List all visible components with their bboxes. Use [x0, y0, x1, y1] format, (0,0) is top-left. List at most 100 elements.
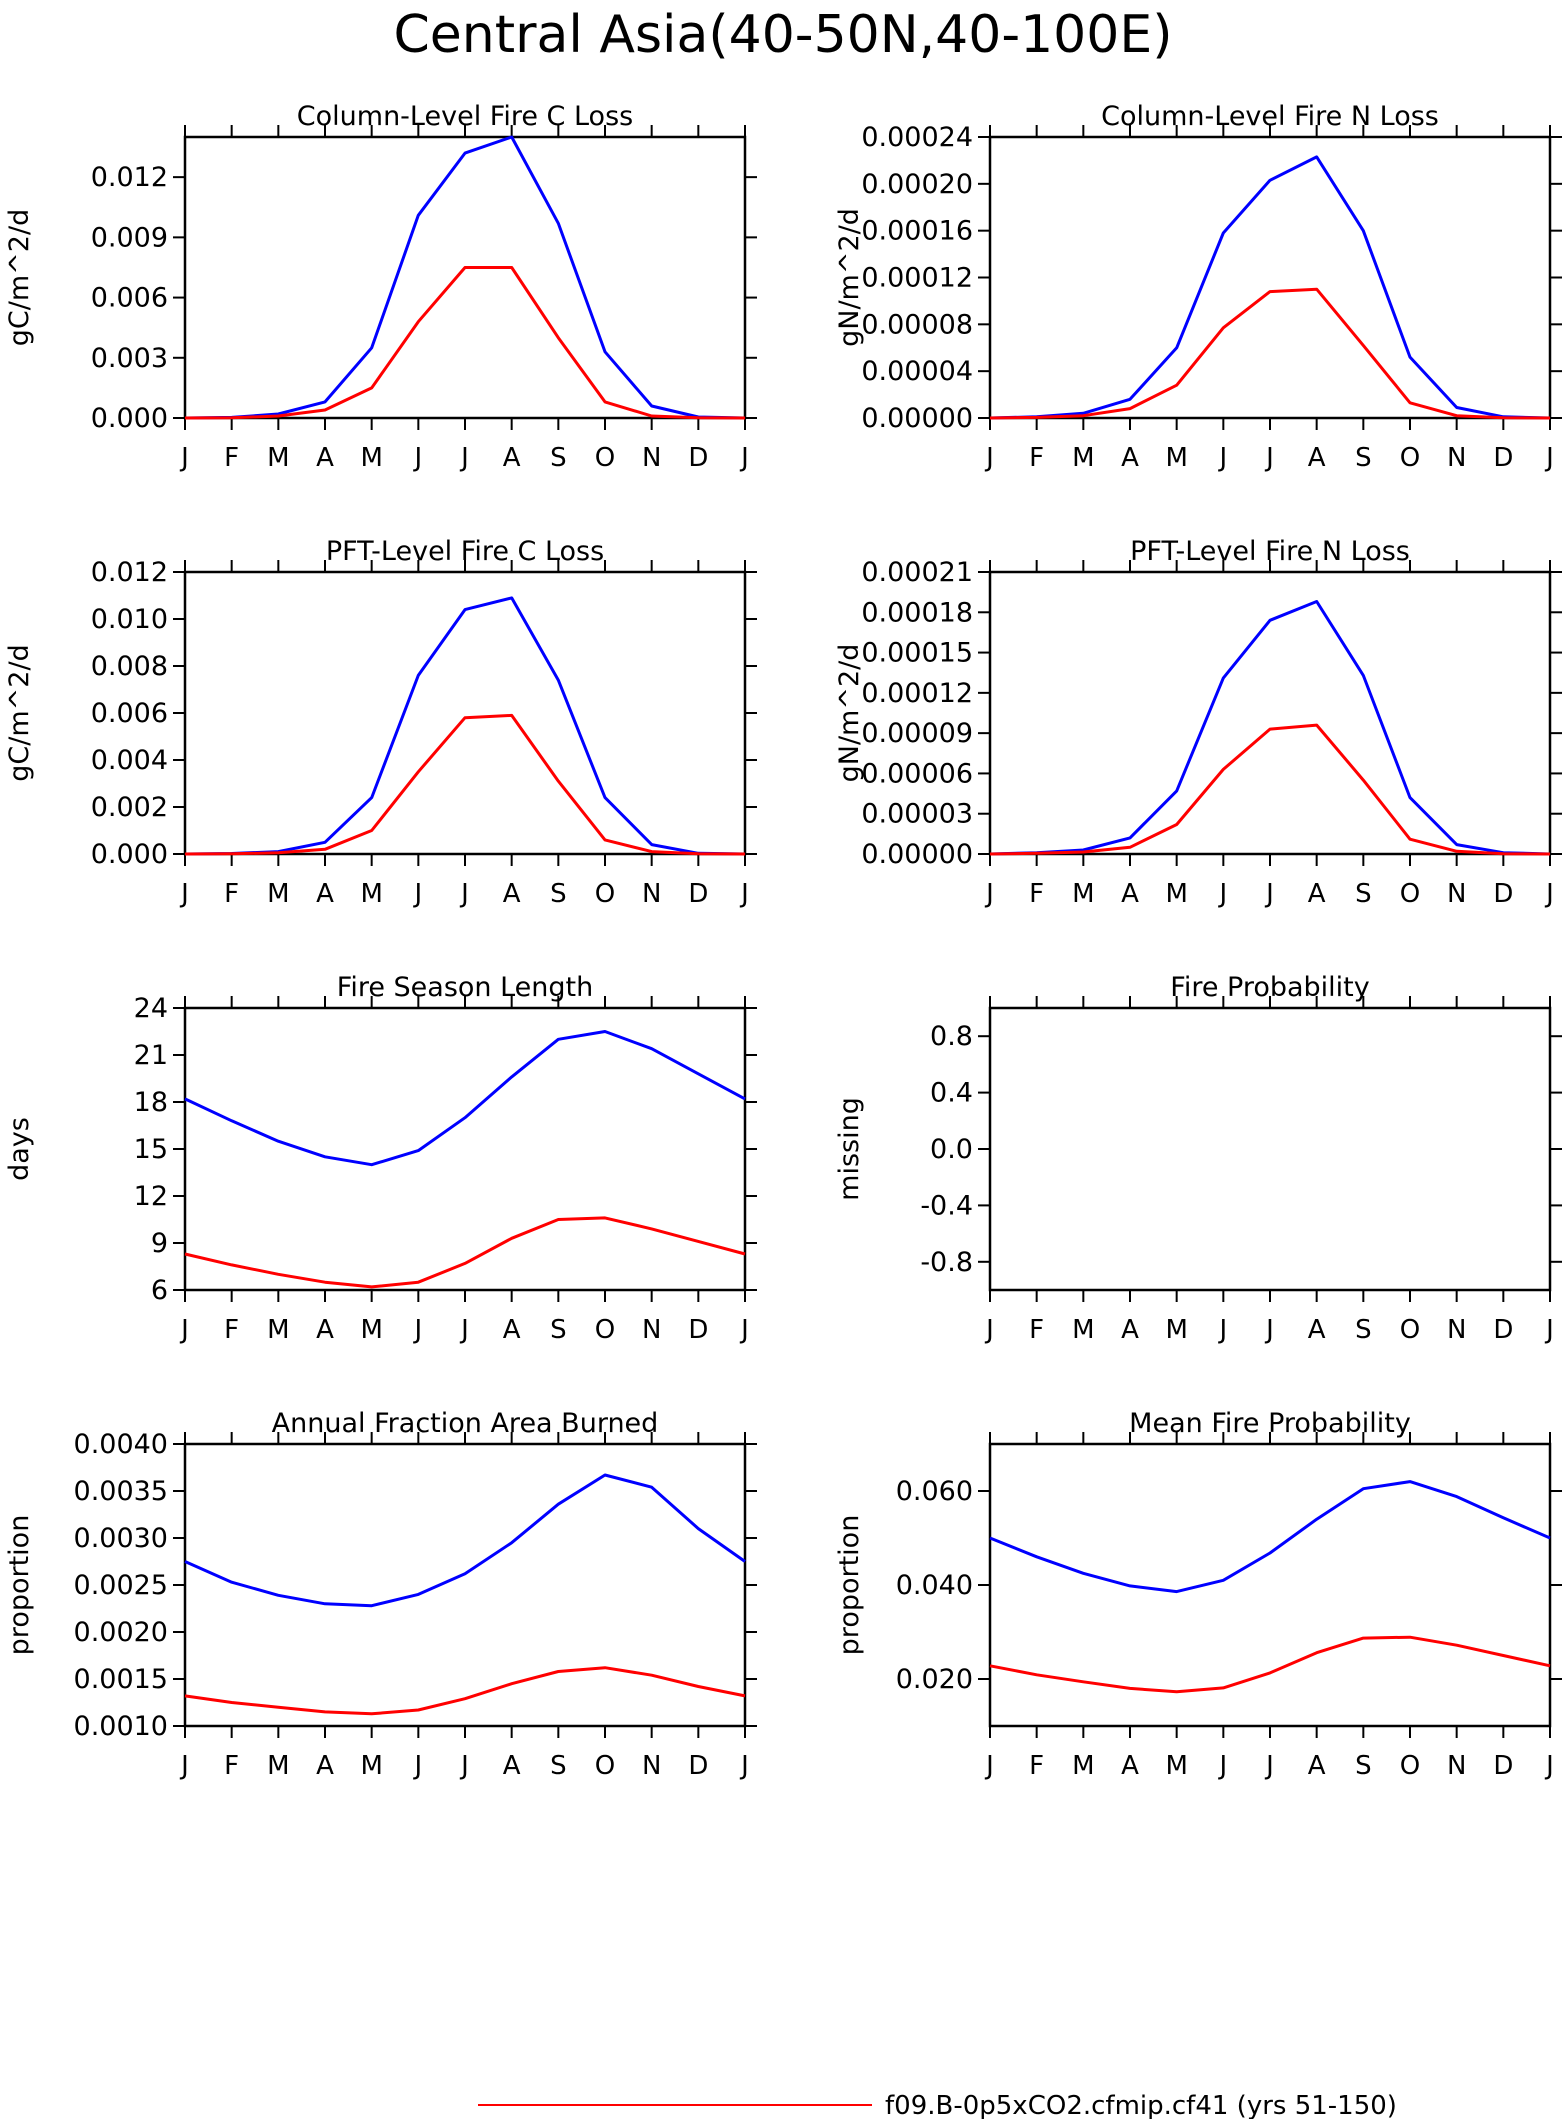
x-tick-label: J — [412, 1751, 422, 1781]
x-tick-label: N — [642, 1751, 661, 1781]
x-tick-label: S — [1355, 1315, 1372, 1345]
x-tick-label: J — [984, 879, 994, 909]
x-tick-label: N — [642, 443, 661, 473]
x-tick-label: F — [1029, 443, 1044, 473]
y-axis-label: missing — [834, 1097, 865, 1201]
x-tick-label: M — [1165, 443, 1187, 473]
x-tick-label: S — [1355, 443, 1372, 473]
y-axis-label: gN/m^2/d — [834, 644, 865, 783]
x-tick-label: S — [550, 1315, 567, 1345]
x-tick-label: M — [1165, 1751, 1187, 1781]
y-tick-label: 0.00012 — [861, 263, 973, 294]
x-tick-label: J — [739, 1315, 749, 1345]
y-tick-label: -0.8 — [920, 1247, 973, 1278]
x-tick-label: M — [1072, 1315, 1094, 1345]
x-tick-label: J — [1264, 1751, 1274, 1781]
x-tick-label: O — [595, 879, 615, 909]
x-tick-label: A — [1121, 443, 1139, 473]
x-tick-label: F — [224, 443, 239, 473]
x-tick-label: N — [1447, 879, 1466, 909]
x-tick-label: A — [503, 443, 521, 473]
y-tick-label: 0.00000 — [861, 839, 973, 870]
x-tick-label: D — [688, 1315, 708, 1345]
y-tick-label: 0.0020 — [74, 1617, 168, 1648]
x-tick-label: S — [550, 443, 567, 473]
series-line-blue — [184, 1030, 746, 1167]
x-tick-label: N — [642, 879, 661, 909]
x-tick-label: A — [316, 443, 334, 473]
series-line-blue — [989, 1480, 1551, 1594]
x-tick-label: O — [595, 1751, 615, 1781]
y-tick-label: 0.00012 — [861, 678, 973, 709]
y-tick-label: 0.006 — [91, 283, 168, 314]
x-tick-label: A — [503, 879, 521, 909]
y-tick-label: 0.00000 — [861, 403, 973, 434]
y-tick-label: 0.000 — [91, 403, 168, 434]
plot-frame — [183, 1006, 747, 1292]
y-tick-label: 18 — [134, 1087, 168, 1118]
y-tick-label: 15 — [134, 1134, 168, 1165]
series-line-red — [989, 287, 1551, 420]
x-tick-label: M — [1072, 1751, 1094, 1781]
y-tick-label: 0.006 — [91, 698, 168, 729]
x-tick-label: D — [688, 879, 708, 909]
x-tick-label: J — [1264, 1315, 1274, 1345]
y-tick-label: 12 — [134, 1181, 168, 1212]
x-tick-label: J — [179, 1315, 189, 1345]
x-tick-label: J — [1217, 1751, 1227, 1781]
x-tick-label: O — [1400, 1751, 1420, 1781]
y-tick-label: 0.00021 — [861, 557, 973, 588]
x-tick-label: N — [642, 1315, 661, 1345]
series-line-blue — [989, 155, 1551, 420]
y-tick-label: 0.00018 — [861, 597, 973, 628]
y-tick-label: 0.003 — [91, 343, 168, 374]
x-tick-label: J — [739, 443, 749, 473]
x-tick-label: J — [984, 443, 994, 473]
y-tick-label: 0.00003 — [861, 799, 973, 830]
x-tick-label: F — [224, 1751, 239, 1781]
y-axis-label: gC/m^2/d — [4, 209, 35, 346]
y-tick-label: 0.008 — [91, 651, 168, 682]
x-tick-label: J — [1264, 443, 1274, 473]
x-tick-label: M — [1165, 1315, 1187, 1345]
x-tick-label: F — [224, 1315, 239, 1345]
y-tick-label: 9 — [151, 1228, 168, 1259]
y-tick-label: 0.000 — [91, 839, 168, 870]
y-tick-label: 24 — [134, 993, 168, 1024]
x-tick-label: A — [1121, 879, 1139, 909]
series-line-blue — [989, 600, 1551, 856]
y-tick-label: 0.0030 — [74, 1523, 168, 1554]
x-tick-label: J — [459, 879, 469, 909]
x-tick-label: D — [1493, 879, 1513, 909]
x-tick-label: S — [550, 1751, 567, 1781]
x-tick-label: A — [1308, 1315, 1326, 1345]
x-tick-label: J — [739, 1751, 749, 1781]
x-tick-label: J — [179, 879, 189, 909]
x-tick-label: M — [267, 443, 289, 473]
x-tick-label: M — [360, 879, 382, 909]
x-tick-label: F — [1029, 879, 1044, 909]
x-tick-label: A — [316, 1315, 334, 1345]
plot-frame — [988, 1442, 1552, 1728]
x-tick-label: O — [595, 1315, 615, 1345]
x-tick-label: M — [1072, 443, 1094, 473]
x-tick-label: A — [1308, 443, 1326, 473]
x-tick-label: J — [412, 879, 422, 909]
x-tick-label: J — [459, 1751, 469, 1781]
plot-frame — [988, 1006, 1552, 1292]
plot-frame — [183, 1442, 747, 1728]
y-axis-label: gN/m^2/d — [834, 208, 865, 347]
plot-frame — [988, 570, 1552, 856]
y-tick-label: 0.012 — [91, 557, 168, 588]
x-tick-label: J — [179, 1751, 189, 1781]
x-tick-label: M — [267, 1751, 289, 1781]
y-axis-label: proportion — [4, 1515, 35, 1656]
x-tick-label: J — [412, 443, 422, 473]
y-tick-label: 0.00009 — [861, 718, 973, 749]
x-tick-label: J — [739, 879, 749, 909]
